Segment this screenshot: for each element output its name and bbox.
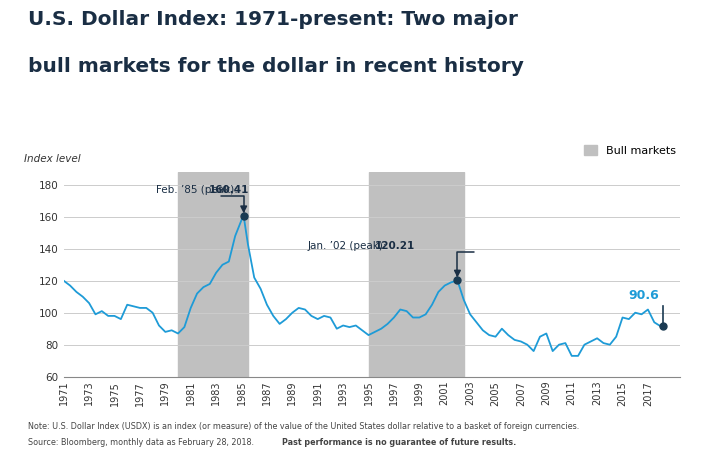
Text: Source: Bloomberg, monthly data as February 28, 2018.: Source: Bloomberg, monthly data as Febru… — [28, 438, 259, 447]
Text: 90.6: 90.6 — [628, 288, 659, 301]
Text: Jan. ’02 (peak):: Jan. ’02 (peak): — [307, 241, 390, 251]
Legend: Bull markets: Bull markets — [579, 141, 680, 160]
Bar — [178, 172, 248, 377]
Text: Note: U.S. Dollar Index (USDX) is an index (or measure) of the value of the Unit: Note: U.S. Dollar Index (USDX) is an ind… — [28, 422, 580, 431]
Text: 160.41: 160.41 — [209, 185, 249, 195]
Text: U.S. Dollar Index: 1971-present: Two major: U.S. Dollar Index: 1971-present: Two maj… — [28, 10, 518, 29]
Bar — [369, 172, 464, 377]
Text: Index level: Index level — [23, 154, 80, 164]
Text: 120.21: 120.21 — [375, 241, 415, 251]
Text: Past performance is no guarantee of future results.: Past performance is no guarantee of futu… — [282, 438, 516, 447]
Text: bull markets for the dollar in recent history: bull markets for the dollar in recent hi… — [28, 57, 524, 76]
Text: Feb. ’85 (peak):: Feb. ’85 (peak): — [156, 185, 241, 195]
